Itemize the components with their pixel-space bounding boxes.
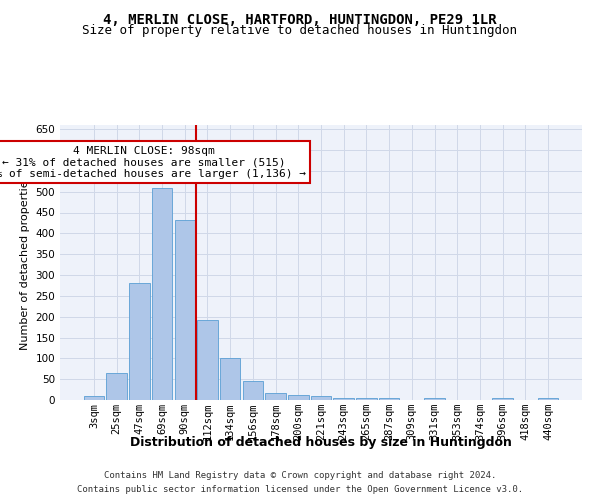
Bar (356, 398, 377, 400)
Bar (538, 398, 558, 400)
Text: Distribution of detached houses by size in Huntingdon: Distribution of detached houses by size … (130, 436, 512, 449)
Y-axis label: Number of detached properties: Number of detached properties (20, 175, 30, 350)
Text: Contains HM Land Registry data © Crown copyright and database right 2024.: Contains HM Land Registry data © Crown c… (104, 472, 496, 480)
Text: 4 MERLIN CLOSE: 98sqm
← 31% of detached houses are smaller (515)
68% of semi-det: 4 MERLIN CLOSE: 98sqm ← 31% of detached … (0, 146, 306, 179)
Text: Contains public sector information licensed under the Open Government Licence v3: Contains public sector information licen… (77, 484, 523, 494)
Bar (220, 358, 241, 400)
Bar (129, 284, 149, 400)
Text: 4, MERLIN CLOSE, HARTFORD, HUNTINGDON, PE29 1LR: 4, MERLIN CLOSE, HARTFORD, HUNTINGDON, P… (103, 12, 497, 26)
Bar (84, 396, 104, 400)
Bar (152, 188, 172, 400)
Bar (106, 373, 127, 400)
Bar (493, 398, 513, 400)
Bar (311, 396, 331, 400)
Bar (242, 381, 263, 400)
Bar (265, 394, 286, 400)
Bar (288, 395, 308, 400)
Text: Size of property relative to detached houses in Huntingdon: Size of property relative to detached ho… (83, 24, 517, 37)
Bar (197, 320, 218, 400)
Bar (334, 398, 354, 400)
Bar (379, 398, 400, 400)
Bar (175, 220, 195, 400)
Bar (424, 398, 445, 400)
